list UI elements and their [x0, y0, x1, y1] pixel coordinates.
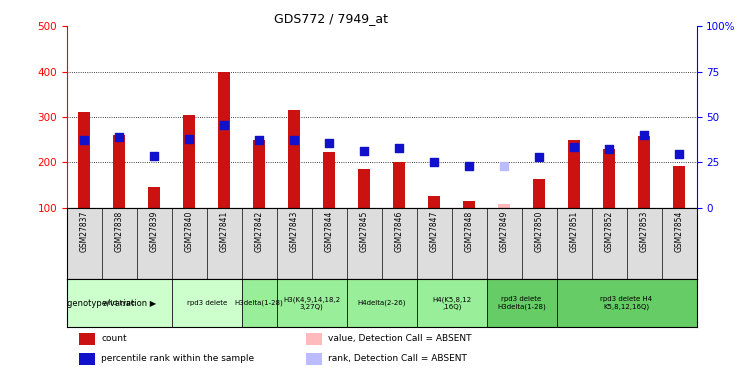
Text: GSM27838: GSM27838: [115, 211, 124, 252]
Text: GSM27839: GSM27839: [150, 211, 159, 252]
Title: GDS772 / 7949_at: GDS772 / 7949_at: [274, 12, 388, 25]
Text: GSM27840: GSM27840: [185, 211, 193, 252]
Bar: [416, 279, 487, 327]
Text: GSM27844: GSM27844: [325, 211, 333, 252]
Point: [288, 138, 300, 144]
Text: GSM27843: GSM27843: [290, 211, 299, 252]
Text: rank, Detection Call = ABSENT: rank, Detection Call = ABSENT: [328, 354, 467, 363]
Bar: [288, 110, 300, 207]
Bar: [428, 196, 440, 207]
Text: percentile rank within the sample: percentile rank within the sample: [102, 354, 254, 363]
Text: GSM27850: GSM27850: [534, 211, 544, 252]
Point: [218, 122, 230, 128]
Bar: [533, 179, 545, 207]
Text: GSM27841: GSM27841: [219, 211, 229, 252]
Text: H3delta(1-28): H3delta(1-28): [235, 300, 284, 306]
Bar: [568, 140, 580, 207]
Text: GSM27853: GSM27853: [639, 211, 648, 252]
Text: H4delta(2-26): H4delta(2-26): [357, 300, 406, 306]
Bar: [79, 333, 95, 345]
Text: GSM27851: GSM27851: [570, 211, 579, 252]
Text: H3(K4,9,14,18,2
3,27Q): H3(K4,9,14,18,2 3,27Q): [283, 296, 340, 310]
Bar: [242, 279, 276, 327]
Bar: [393, 162, 405, 207]
Text: count: count: [102, 334, 127, 343]
Text: GSM27852: GSM27852: [605, 211, 614, 252]
Text: GSM27849: GSM27849: [499, 211, 508, 252]
Point: [113, 134, 125, 140]
Point: [533, 154, 545, 160]
Bar: [79, 352, 95, 365]
Text: rpd3 delete: rpd3 delete: [187, 300, 227, 306]
Point: [183, 136, 195, 142]
Text: GSM27837: GSM27837: [80, 211, 89, 252]
Bar: [148, 187, 160, 207]
Text: rpd3 delete H4
K5,8,12,16Q): rpd3 delete H4 K5,8,12,16Q): [600, 296, 653, 310]
Point: [79, 136, 90, 142]
Point: [498, 163, 510, 169]
Bar: [673, 166, 685, 207]
Bar: [603, 148, 615, 207]
Point: [323, 140, 335, 146]
Point: [253, 138, 265, 144]
Point: [638, 132, 650, 138]
Point: [148, 153, 160, 159]
Point: [463, 163, 475, 169]
Text: rpd3 delete
H3delta(1-28): rpd3 delete H3delta(1-28): [497, 296, 546, 310]
Point: [428, 159, 440, 165]
Text: genotype/variation ▶: genotype/variation ▶: [67, 298, 156, 307]
Bar: [498, 204, 511, 207]
Bar: [253, 140, 265, 207]
Text: GSM27848: GSM27848: [465, 211, 473, 252]
Bar: [347, 279, 416, 327]
Bar: [183, 115, 196, 207]
Bar: [306, 333, 322, 345]
Text: GSM27845: GSM27845: [359, 211, 368, 252]
Text: wild type: wild type: [103, 300, 135, 306]
Point: [673, 151, 685, 157]
Bar: [276, 279, 347, 327]
Bar: [358, 169, 370, 207]
Bar: [218, 72, 230, 207]
Bar: [638, 136, 650, 207]
Bar: [463, 201, 475, 207]
Text: H4(K5,8,12
,16Q): H4(K5,8,12 ,16Q): [432, 296, 471, 310]
Bar: [78, 112, 90, 207]
Bar: [487, 279, 556, 327]
Point: [568, 144, 580, 150]
Bar: [67, 279, 172, 327]
Bar: [113, 135, 125, 207]
Bar: [323, 152, 335, 207]
Point: [603, 146, 615, 152]
Bar: [172, 279, 242, 327]
Point: [393, 145, 405, 151]
Bar: [556, 279, 697, 327]
Bar: [306, 352, 322, 365]
Text: GSM27846: GSM27846: [395, 211, 404, 252]
Text: GSM27847: GSM27847: [430, 211, 439, 252]
Text: GSM27854: GSM27854: [674, 211, 683, 252]
Point: [358, 148, 370, 154]
Text: value, Detection Call = ABSENT: value, Detection Call = ABSENT: [328, 334, 471, 343]
Text: GSM27842: GSM27842: [255, 211, 264, 252]
